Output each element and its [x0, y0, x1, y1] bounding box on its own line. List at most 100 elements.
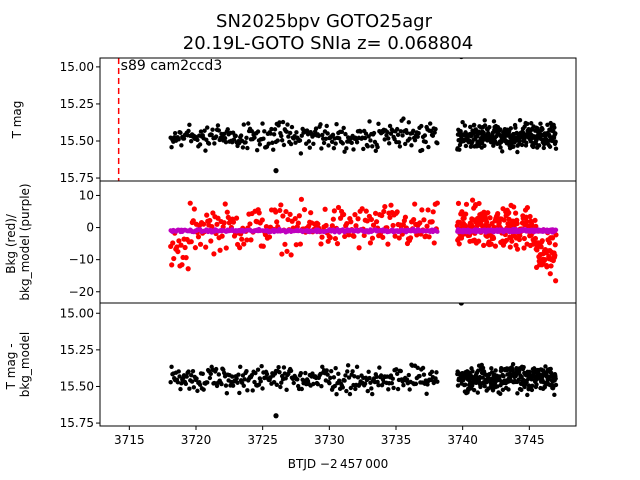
data-point [231, 384, 235, 388]
data-point [348, 392, 352, 396]
data-point [276, 365, 280, 369]
data-point [428, 121, 432, 125]
data-point [239, 133, 243, 137]
data-point [262, 129, 266, 133]
data-point [421, 217, 426, 222]
data-point [212, 141, 216, 145]
data-point [235, 381, 239, 385]
data-point [522, 236, 527, 241]
outlier-point [273, 413, 278, 418]
data-point [171, 256, 176, 261]
data-point [182, 245, 187, 250]
data-point [395, 209, 400, 214]
data-point [509, 239, 514, 244]
data-point [288, 131, 292, 135]
data-point [487, 215, 492, 220]
data-point [334, 122, 338, 126]
data-point [265, 372, 269, 376]
data-point [552, 125, 556, 129]
data-point [341, 212, 346, 217]
data-point [225, 391, 229, 395]
data-point [186, 266, 191, 271]
data-point [498, 392, 502, 396]
data-point [318, 122, 322, 126]
data-point [341, 126, 345, 130]
data-point [370, 236, 375, 241]
data-point [380, 235, 385, 240]
data-point [548, 145, 552, 149]
data-point [396, 387, 400, 391]
data-point [515, 150, 519, 154]
xtick-label: 3740 [447, 433, 478, 447]
data-point [333, 141, 337, 145]
series-background-0 [168, 197, 559, 284]
ylabel-tmag-line2: bkg_model [18, 332, 32, 398]
data-point [234, 216, 239, 221]
data-point [271, 148, 275, 152]
data-point [178, 131, 182, 135]
data-point [483, 384, 487, 388]
data-point [256, 129, 260, 133]
data-point [208, 238, 213, 243]
panel-frame-t-mag [100, 58, 576, 181]
data-point [476, 201, 481, 206]
data-point [426, 145, 430, 149]
data-point [308, 210, 313, 215]
data-point [336, 372, 340, 376]
data-point [374, 219, 379, 224]
data-point [225, 210, 230, 215]
data-point [259, 379, 263, 383]
data-point [207, 141, 211, 145]
data-point [456, 201, 461, 206]
ytick-label: −20 [69, 285, 94, 299]
data-point [511, 204, 516, 209]
data-point [178, 387, 182, 391]
data-point [260, 386, 264, 390]
data-point [524, 141, 528, 145]
data-point [549, 367, 553, 371]
series-t-mag-0 [168, 54, 558, 173]
data-point [511, 144, 515, 148]
data-point [388, 203, 393, 208]
ytick-label: 15.75 [60, 171, 94, 185]
xtick-label: 3735 [381, 433, 412, 447]
data-point [435, 379, 439, 383]
data-point [242, 122, 246, 126]
data-point [351, 147, 355, 151]
data-point [241, 145, 245, 149]
data-point [533, 236, 538, 241]
data-point [476, 390, 480, 394]
data-point [487, 125, 491, 129]
data-point [492, 119, 496, 123]
data-point [391, 386, 395, 390]
data-point [367, 376, 371, 380]
data-point [425, 207, 430, 212]
data-point [220, 234, 225, 239]
data-point [237, 245, 242, 250]
data-point [288, 212, 293, 217]
data-point [411, 217, 416, 222]
data-point [350, 141, 354, 145]
data-point [401, 116, 405, 120]
data-point [553, 376, 557, 380]
data-point [417, 220, 422, 225]
data-point [311, 142, 315, 146]
data-point [506, 387, 510, 391]
ytick-label: 15.25 [60, 97, 94, 111]
data-point [435, 200, 440, 205]
data-point [194, 376, 198, 380]
data-point [277, 208, 282, 213]
data-point [242, 384, 246, 388]
data-point [364, 209, 369, 214]
data-point [236, 372, 240, 376]
data-point [346, 363, 350, 367]
data-point [216, 123, 220, 127]
data-point [204, 213, 209, 218]
data-point [401, 383, 405, 387]
data-point [520, 143, 524, 147]
data-point [280, 213, 285, 218]
data-point [457, 241, 462, 246]
data-point [245, 146, 249, 150]
data-point [435, 141, 439, 145]
data-point [525, 122, 529, 126]
